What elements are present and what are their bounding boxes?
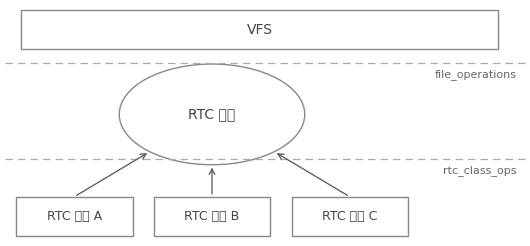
Text: VFS: VFS bbox=[246, 23, 273, 36]
Text: file_operations: file_operations bbox=[435, 69, 517, 80]
Bar bbox=[16, 197, 132, 236]
Ellipse shape bbox=[119, 64, 305, 165]
Text: RTC 驱动 A: RTC 驱动 A bbox=[47, 210, 102, 223]
Text: RTC 驱动 B: RTC 驱动 B bbox=[184, 210, 240, 223]
Text: RTC 核心: RTC 核心 bbox=[188, 108, 236, 121]
Bar bbox=[292, 197, 408, 236]
Text: RTC 驱动 C: RTC 驱动 C bbox=[322, 210, 377, 223]
Text: rtc_class_ops: rtc_class_ops bbox=[443, 165, 517, 176]
Bar bbox=[21, 10, 498, 49]
Bar bbox=[154, 197, 270, 236]
